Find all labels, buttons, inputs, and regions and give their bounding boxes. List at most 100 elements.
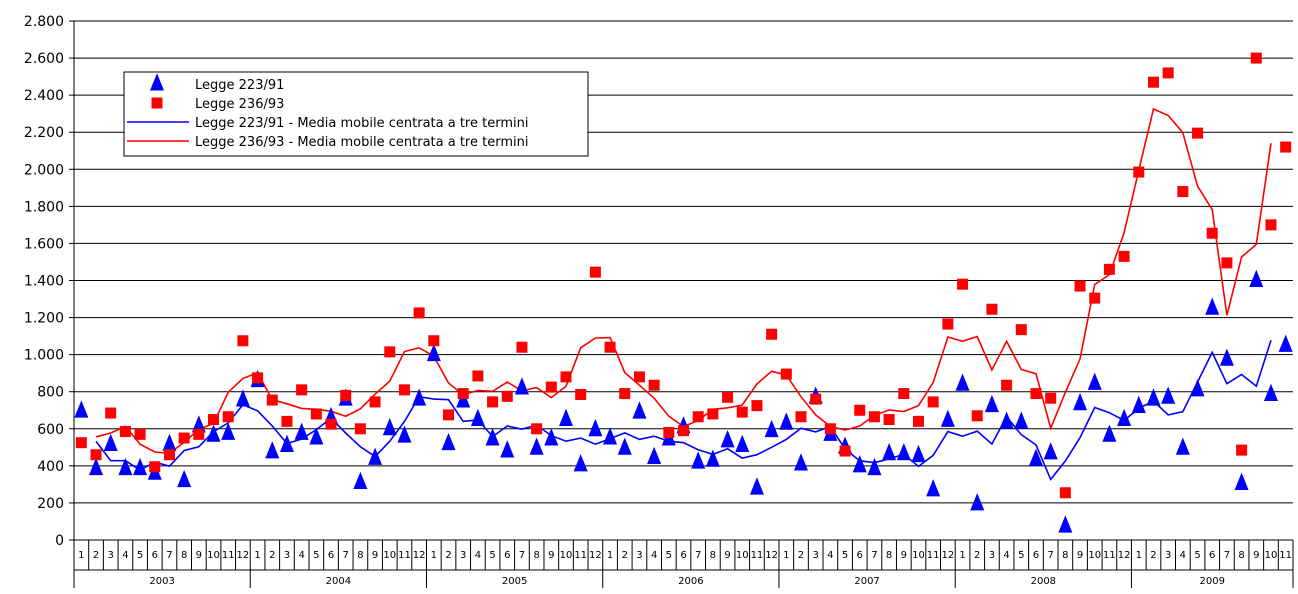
month-label: 8 [886, 550, 892, 561]
y-tick-label: 1.600 [24, 236, 64, 252]
data-point-square [75, 437, 87, 449]
year-label: 2004 [326, 576, 351, 587]
data-point-triangle [514, 377, 529, 395]
data-point-triangle [118, 457, 133, 476]
data-point-square [90, 449, 102, 461]
data-point-square [736, 406, 748, 418]
data-point-triangle [632, 401, 647, 419]
month-label: 2 [798, 550, 804, 561]
data-point-square [384, 346, 396, 358]
data-point-square [178, 432, 190, 444]
month-label: 7 [695, 550, 701, 561]
y-tick-label: 2.400 [24, 88, 64, 104]
data-point-square [1089, 292, 1101, 304]
legend-label: Legge 236/93 - Media mobile centrata a t… [195, 135, 528, 150]
data-point-square [545, 381, 557, 393]
data-point-triangle [470, 408, 485, 426]
data-point-square [134, 428, 146, 440]
month-label: 3 [812, 550, 818, 561]
data-point-triangle [441, 432, 456, 451]
data-point-triangle [647, 446, 662, 464]
data-point-triangle [1175, 437, 1190, 455]
data-point-square [810, 393, 822, 405]
month-label: 6 [680, 550, 686, 561]
month-label: 6 [1033, 550, 1039, 561]
data-point-triangle [89, 457, 104, 476]
data-point-square [780, 368, 792, 380]
data-point-square [854, 404, 866, 416]
data-point-square [1206, 227, 1218, 239]
legend-box [123, 71, 589, 157]
month-label: 4 [827, 550, 833, 561]
month-label: 2 [622, 550, 628, 561]
month-label: 6 [152, 550, 158, 561]
legend-label: Legge 236/93 [195, 97, 284, 112]
month-label: 1 [607, 550, 613, 561]
month-label: 7 [343, 550, 349, 561]
data-point-triangle [309, 427, 324, 445]
month-label: 11 [1279, 550, 1292, 561]
month-label: 3 [1165, 550, 1171, 561]
data-point-square [1103, 263, 1115, 275]
data-point-triangle [926, 479, 941, 497]
data-point-square [1250, 52, 1262, 64]
year-label: 2006 [678, 576, 703, 587]
month-label: 1 [959, 550, 965, 561]
data-point-square [443, 409, 455, 421]
data-point-triangle [235, 389, 250, 407]
month-label: 12 [1118, 550, 1131, 561]
data-point-square [1045, 392, 1057, 404]
data-point-triangle [1014, 411, 1029, 429]
month-label: 2 [93, 550, 99, 561]
data-point-triangle [206, 424, 221, 442]
month-label: 8 [1062, 550, 1068, 561]
data-point-triangle [382, 417, 397, 436]
data-point-square [663, 426, 675, 438]
data-point-square [487, 396, 499, 408]
month-label: 2 [1150, 550, 1156, 561]
data-point-square [531, 423, 543, 435]
y-tick-label: 2.200 [24, 125, 64, 141]
y-tick-label: 1.200 [24, 311, 64, 327]
y-tick-label: 400 [37, 459, 64, 475]
month-label: 8 [710, 550, 716, 561]
month-label: 3 [108, 550, 114, 561]
data-point-triangle [970, 493, 985, 511]
data-point-square [237, 335, 249, 347]
data-point-triangle [896, 443, 911, 461]
year-label: 2009 [1199, 576, 1224, 587]
month-label: 6 [504, 550, 510, 561]
data-point-square [193, 428, 205, 440]
month-label: 9 [1077, 550, 1083, 561]
month-label: 9 [548, 550, 554, 561]
month-label: 8 [181, 550, 187, 561]
month-label: 2 [974, 550, 980, 561]
data-point-triangle [1278, 334, 1293, 352]
data-point-square [119, 426, 131, 438]
month-label: 3 [460, 550, 466, 561]
data-point-triangle [1028, 448, 1043, 466]
y-tick-label: 2.600 [24, 51, 64, 67]
data-point-triangle [426, 343, 441, 362]
series-line [95, 339, 1272, 481]
data-point-triangle [984, 394, 999, 413]
month-label: 12 [589, 550, 602, 561]
data-point-triangle [559, 408, 574, 426]
data-point-square [325, 418, 337, 430]
data-point-square [252, 372, 264, 384]
data-point-square [633, 371, 645, 383]
data-point-square [398, 384, 410, 396]
month-label: 12 [941, 550, 954, 561]
data-point-square [1162, 67, 1174, 79]
month-label: 4 [298, 550, 304, 561]
month-label: 9 [372, 550, 378, 561]
data-point-square [927, 396, 939, 408]
data-point-square [105, 407, 117, 419]
month-label: 10 [560, 550, 573, 561]
month-label: 5 [489, 550, 495, 561]
data-point-square [1074, 280, 1086, 292]
data-point-square [266, 394, 278, 406]
data-point-square [1001, 379, 1013, 391]
data-point-triangle [793, 453, 808, 471]
data-point-triangle [1205, 297, 1220, 315]
